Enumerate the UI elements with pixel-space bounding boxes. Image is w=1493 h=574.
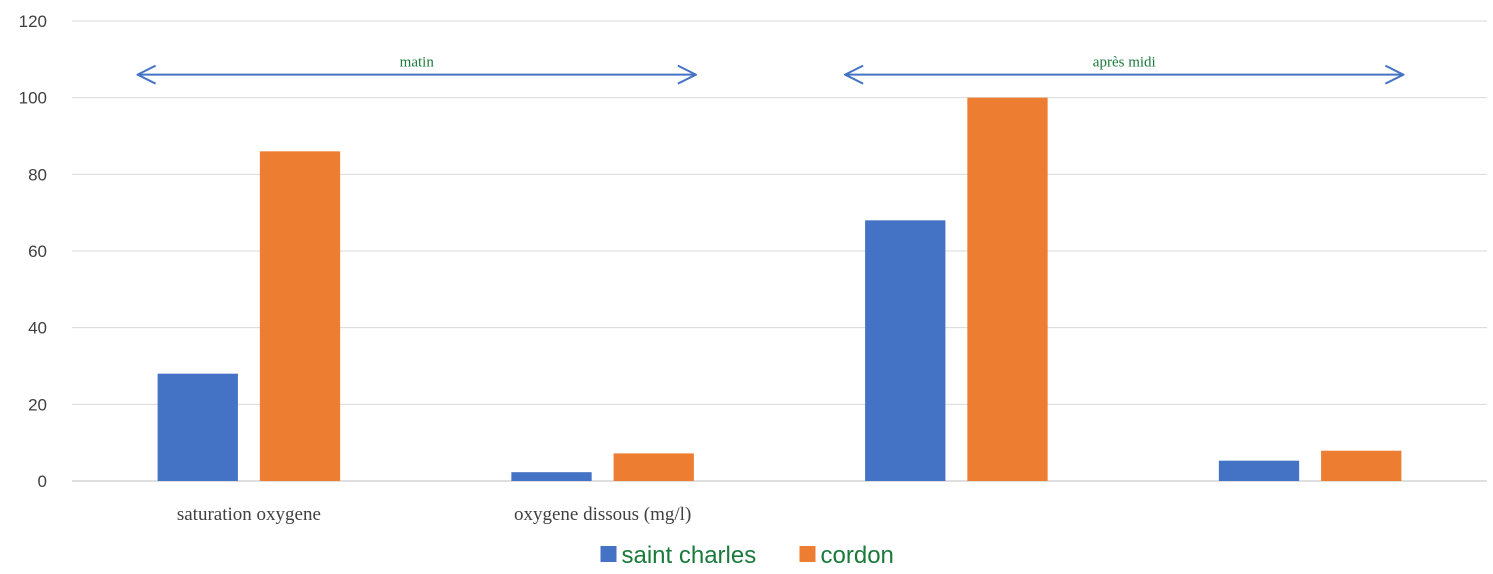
bar-saint-charles-1 — [511, 472, 592, 481]
bar-cordon-2 — [967, 97, 1048, 482]
bar-saint-charles-3 — [1218, 460, 1300, 481]
y-tick-label: 80 — [28, 165, 47, 184]
y-tick-label: 40 — [28, 319, 47, 338]
legend: saint charles cordon — [600, 542, 894, 569]
y-tick-label: 120 — [19, 12, 47, 31]
x-category-label: oxygene dissous (mg/l) — [514, 504, 691, 525]
y-tick-label: 60 — [28, 242, 47, 261]
bar-cordon-1 — [613, 453, 694, 481]
annotation-label: matin — [400, 55, 435, 71]
x-category-label: saturation oxygene — [177, 504, 321, 525]
bar-saint-charles-2 — [865, 220, 946, 482]
annotation-label: après midi — [1093, 55, 1156, 71]
y-tick-label: 20 — [28, 395, 47, 414]
legend-swatch-saint-charles — [600, 546, 617, 562]
bar-saint-charles-0 — [157, 373, 238, 481]
legend-swatch-cordon — [799, 546, 816, 562]
y-tick-label: 0 — [38, 472, 47, 491]
annotations: matin après midi — [138, 55, 1404, 75]
y-tick-label: 100 — [19, 89, 47, 108]
legend-label: saint charles — [622, 542, 757, 569]
bar-cordon-0 — [259, 151, 341, 482]
x-axis-labels: saturation oxygene oxygene dissous (mg/l) — [177, 504, 691, 525]
bars — [157, 97, 1402, 482]
y-axis-ticks: 0 20 40 60 80 100 120 — [19, 12, 47, 491]
legend-label: cordon — [821, 542, 894, 569]
bar-cordon-3 — [1321, 450, 1402, 481]
